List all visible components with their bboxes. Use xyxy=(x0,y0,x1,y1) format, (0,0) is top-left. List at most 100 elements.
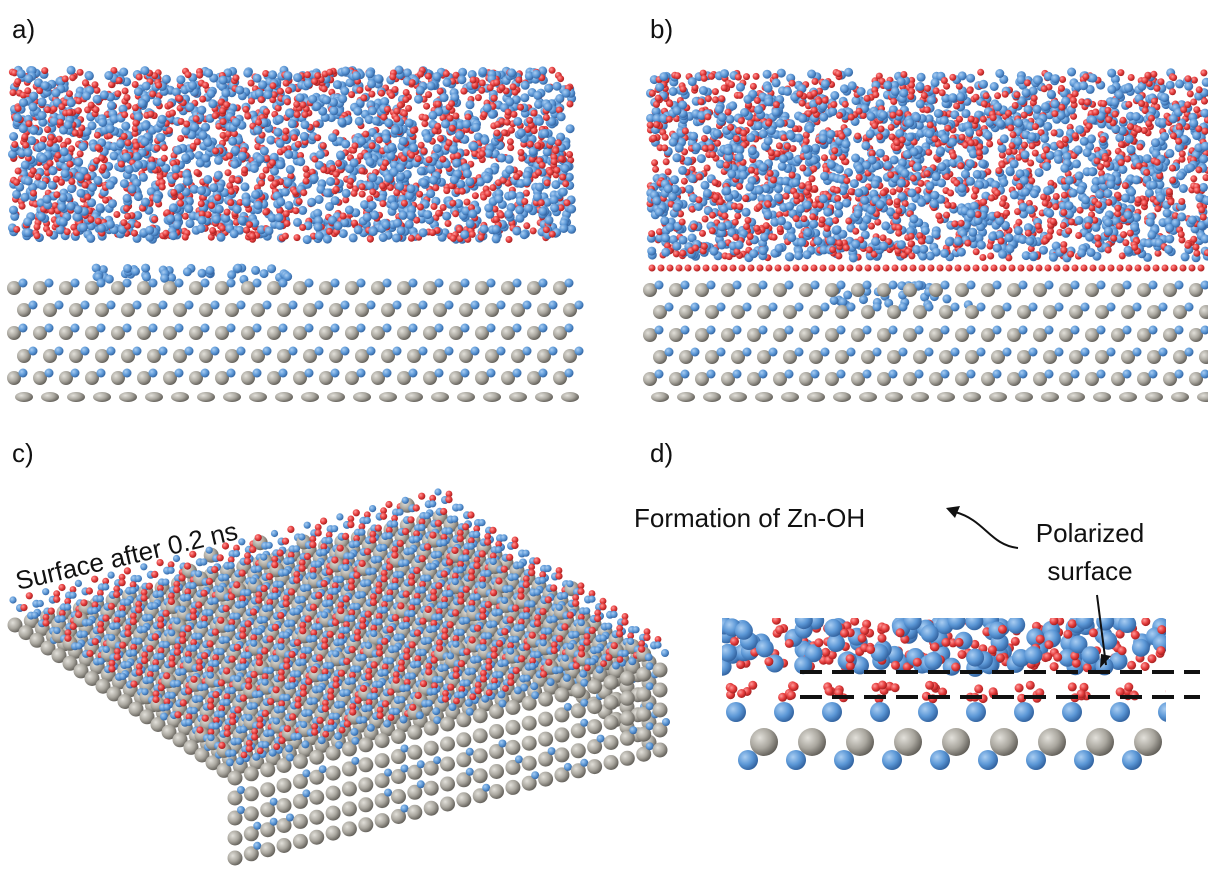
atom xyxy=(513,117,522,126)
atom xyxy=(701,75,708,82)
atom xyxy=(82,80,89,87)
atom xyxy=(13,226,20,233)
atom xyxy=(509,392,527,402)
atom xyxy=(575,347,584,356)
atom xyxy=(1045,209,1054,218)
atom xyxy=(743,73,750,80)
atom xyxy=(265,226,274,235)
atom xyxy=(84,194,91,201)
atom xyxy=(14,78,21,85)
atom xyxy=(848,188,855,195)
atom xyxy=(449,125,456,132)
atom xyxy=(293,101,300,108)
atom xyxy=(718,95,725,102)
atom xyxy=(333,186,340,193)
atom xyxy=(1184,82,1193,91)
atom xyxy=(108,199,117,208)
atom xyxy=(136,74,143,81)
atom xyxy=(232,118,241,127)
atom xyxy=(492,225,501,234)
atom xyxy=(123,264,132,273)
atom xyxy=(225,169,232,176)
atom xyxy=(243,69,252,78)
atom xyxy=(538,199,545,206)
atom xyxy=(976,130,983,137)
atom xyxy=(45,324,54,333)
atom xyxy=(1052,203,1059,210)
atom xyxy=(389,73,396,80)
atom xyxy=(443,78,452,87)
atom xyxy=(701,135,708,142)
atom xyxy=(701,181,710,190)
atom xyxy=(289,347,298,356)
atom xyxy=(549,347,558,356)
atom xyxy=(844,68,853,77)
atom xyxy=(834,187,841,194)
atom xyxy=(665,168,672,175)
atom xyxy=(539,279,548,288)
atom xyxy=(987,253,994,260)
atom xyxy=(449,200,456,207)
atom xyxy=(466,219,475,228)
atom xyxy=(162,75,171,84)
atom xyxy=(294,111,301,118)
atom xyxy=(392,86,399,93)
atom xyxy=(1065,201,1074,210)
atom xyxy=(513,369,522,378)
atom xyxy=(201,279,210,288)
atom xyxy=(66,202,75,211)
atom xyxy=(131,230,138,237)
atom xyxy=(774,150,781,157)
atom xyxy=(347,178,354,185)
atom xyxy=(532,70,541,79)
atom xyxy=(867,112,876,121)
atom xyxy=(71,279,80,288)
atom xyxy=(175,369,184,378)
atom xyxy=(1031,95,1038,102)
atom xyxy=(703,125,712,134)
atom xyxy=(125,139,132,146)
atom xyxy=(29,92,38,101)
atom xyxy=(805,124,814,133)
atom xyxy=(275,392,293,402)
atom xyxy=(175,279,184,288)
atom xyxy=(185,71,192,78)
atom xyxy=(184,204,193,213)
atom xyxy=(472,123,481,132)
atom xyxy=(851,154,860,163)
atom xyxy=(1021,188,1030,197)
atom xyxy=(47,140,54,147)
atom xyxy=(365,69,374,78)
atom xyxy=(673,250,680,257)
atom xyxy=(227,324,236,333)
atom xyxy=(93,392,111,402)
atom xyxy=(527,141,534,148)
atom xyxy=(241,167,248,174)
atom xyxy=(256,155,265,164)
atom xyxy=(918,180,925,187)
atom xyxy=(434,123,441,130)
atom xyxy=(340,213,347,220)
atom xyxy=(294,234,301,241)
atom xyxy=(517,104,524,111)
atom xyxy=(366,158,375,167)
atom xyxy=(55,301,64,310)
atom xyxy=(315,231,324,240)
atom xyxy=(958,71,967,80)
atom xyxy=(149,324,158,333)
atom xyxy=(342,189,351,198)
atom xyxy=(1047,90,1056,99)
atom xyxy=(662,134,669,141)
atom xyxy=(201,369,210,378)
atom xyxy=(449,145,458,154)
atom xyxy=(35,174,42,181)
atom xyxy=(141,198,150,207)
atom xyxy=(113,211,120,218)
atom xyxy=(215,205,224,214)
atom xyxy=(305,279,314,288)
atom xyxy=(382,134,391,143)
atom xyxy=(455,131,464,140)
atom xyxy=(417,204,424,211)
atom xyxy=(353,392,371,402)
atom xyxy=(448,100,455,107)
